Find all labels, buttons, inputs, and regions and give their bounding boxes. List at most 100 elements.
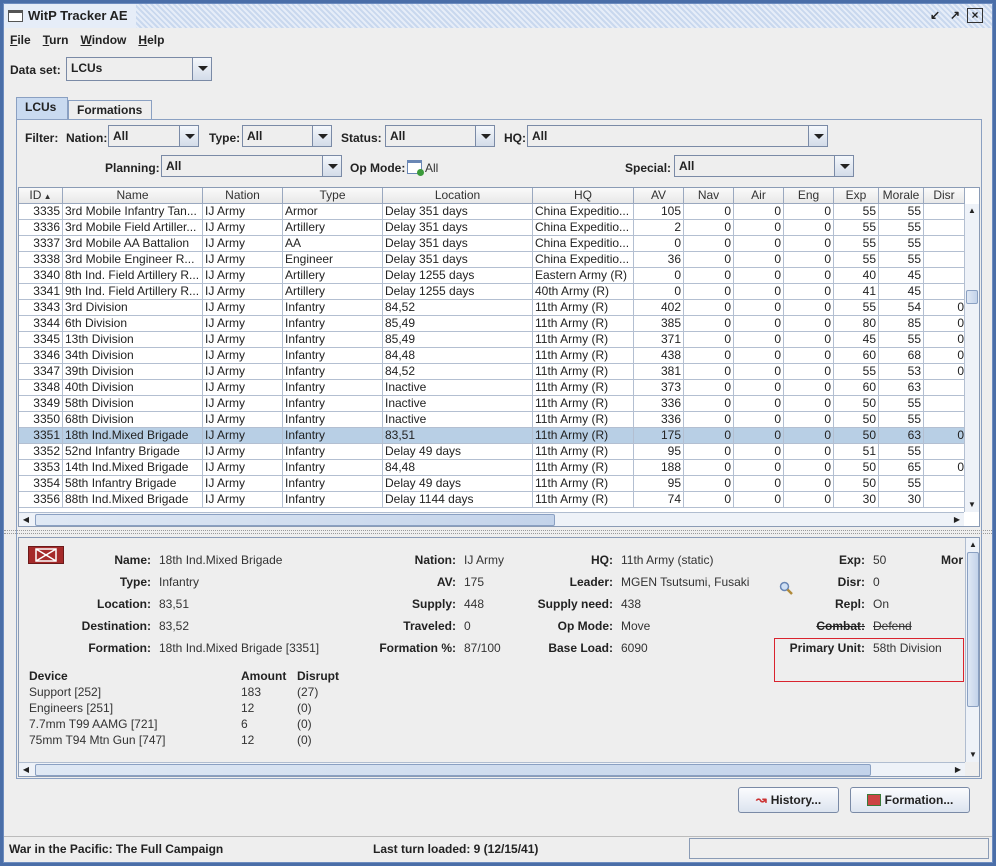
table-cell-morale[interactable]: 55 xyxy=(879,252,924,268)
table-cell-location[interactable]: Inactive xyxy=(383,412,533,428)
table-cell-nation[interactable]: IJ Army xyxy=(203,492,283,508)
table-cell-name[interactable]: 14th Ind.Mixed Brigade xyxy=(63,460,203,476)
minimize-icon[interactable]: ↙ xyxy=(929,8,941,22)
history-button[interactable]: ↝ History... xyxy=(738,787,839,813)
table-cell-av[interactable]: 381 xyxy=(634,364,684,380)
table-cell-location[interactable]: Delay 351 days xyxy=(383,236,533,252)
hq-select[interactable]: All xyxy=(527,125,828,147)
table-cell-id[interactable]: 3352 xyxy=(19,444,63,460)
table-cell-id[interactable]: 3350 xyxy=(19,412,63,428)
table-cell-exp[interactable]: 30 xyxy=(834,492,879,508)
table-cell-id[interactable]: 3354 xyxy=(19,476,63,492)
scroll-thumb[interactable] xyxy=(966,290,978,304)
table-cell-nation[interactable]: IJ Army xyxy=(203,252,283,268)
table-cell-id[interactable]: 3346 xyxy=(19,348,63,364)
table-cell-morale[interactable]: 30 xyxy=(879,492,924,508)
table-cell-hq[interactable]: 11th Army (R) xyxy=(533,348,634,364)
table-cell-location[interactable]: Delay 1255 days xyxy=(383,268,533,284)
table-cell-type[interactable]: Infantry xyxy=(283,364,383,380)
column-header-name[interactable]: Name xyxy=(63,188,203,204)
table-cell-exp[interactable]: 55 xyxy=(834,252,879,268)
table-cell-id[interactable]: 3345 xyxy=(19,332,63,348)
table-cell-morale[interactable]: 45 xyxy=(879,268,924,284)
table-cell-nation[interactable]: IJ Army xyxy=(203,284,283,300)
table-cell-nav[interactable]: 0 xyxy=(684,252,734,268)
table-cell-id[interactable]: 3351 xyxy=(19,428,63,444)
table-cell-exp[interactable]: 55 xyxy=(834,364,879,380)
table-cell-air[interactable]: 0 xyxy=(734,236,784,252)
table-cell-av[interactable]: 74 xyxy=(634,492,684,508)
special-select[interactable]: All xyxy=(674,155,854,177)
planning-select[interactable]: All xyxy=(161,155,342,177)
table-vertical-scrollbar[interactable]: ▲ ▼ xyxy=(964,204,979,512)
table-cell-av[interactable]: 0 xyxy=(634,236,684,252)
table-cell-name[interactable]: 6th Division xyxy=(63,316,203,332)
table-cell-disr[interactable] xyxy=(924,204,965,220)
table-cell-type[interactable]: Infantry xyxy=(283,444,383,460)
table-cell-id[interactable]: 3348 xyxy=(19,380,63,396)
close-icon[interactable]: × xyxy=(967,8,983,23)
table-cell-nav[interactable]: 0 xyxy=(684,444,734,460)
table-cell-nav[interactable]: 0 xyxy=(684,268,734,284)
type-select[interactable]: All xyxy=(242,125,332,147)
table-cell-eng[interactable]: 0 xyxy=(784,364,834,380)
table-cell-eng[interactable]: 0 xyxy=(784,348,834,364)
table-cell-disr[interactable]: 0 xyxy=(924,332,965,348)
column-header-exp[interactable]: Exp xyxy=(834,188,879,204)
table-cell-av[interactable]: 371 xyxy=(634,332,684,348)
table-cell-name[interactable]: 52nd Infantry Brigade xyxy=(63,444,203,460)
table-cell-location[interactable]: Delay 1144 days xyxy=(383,492,533,508)
table-cell-av[interactable]: 336 xyxy=(634,396,684,412)
table-cell-morale[interactable]: 53 xyxy=(879,364,924,380)
table-cell-name[interactable]: 3rd Mobile Engineer R... xyxy=(63,252,203,268)
table-cell-exp[interactable]: 55 xyxy=(834,220,879,236)
table-cell-nation[interactable]: IJ Army xyxy=(203,236,283,252)
table-cell-exp[interactable]: 50 xyxy=(834,428,879,444)
table-cell-disr[interactable] xyxy=(924,236,965,252)
table-cell-air[interactable]: 0 xyxy=(734,300,784,316)
table-cell-disr[interactable] xyxy=(924,492,965,508)
table-cell-name[interactable]: 58th Division xyxy=(63,396,203,412)
table-cell-air[interactable]: 0 xyxy=(734,428,784,444)
table-cell-name[interactable]: 18th Ind.Mixed Brigade xyxy=(63,428,203,444)
table-cell-name[interactable]: 3rd Mobile AA Battalion xyxy=(63,236,203,252)
table-cell-disr[interactable]: 0 xyxy=(924,316,965,332)
table-cell-name[interactable]: 58th Infantry Brigade xyxy=(63,476,203,492)
table-cell-type[interactable]: Infantry xyxy=(283,428,383,444)
table-cell-disr[interactable]: 0 xyxy=(924,364,965,380)
table-cell-exp[interactable]: 50 xyxy=(834,460,879,476)
table-cell-exp[interactable]: 55 xyxy=(834,204,879,220)
table-cell-disr[interactable] xyxy=(924,284,965,300)
table-cell-type[interactable]: Infantry xyxy=(283,300,383,316)
table-cell-air[interactable]: 0 xyxy=(734,204,784,220)
nation-select[interactable]: All xyxy=(108,125,199,147)
table-cell-id[interactable]: 3337 xyxy=(19,236,63,252)
table-cell-location[interactable]: 84,48 xyxy=(383,348,533,364)
table-cell-morale[interactable]: 55 xyxy=(879,476,924,492)
table-cell-nation[interactable]: IJ Army xyxy=(203,476,283,492)
tab-lcus[interactable]: LCUs xyxy=(16,97,68,120)
menu-item[interactable]: File xyxy=(10,33,31,47)
table-cell-exp[interactable]: 60 xyxy=(834,348,879,364)
table-cell-hq[interactable]: 40th Army (R) xyxy=(533,284,634,300)
table-cell-id[interactable]: 3343 xyxy=(19,300,63,316)
table-cell-av[interactable]: 385 xyxy=(634,316,684,332)
scroll-left-icon[interactable]: ◀ xyxy=(22,765,30,774)
table-cell-air[interactable]: 0 xyxy=(734,492,784,508)
table-cell-morale[interactable]: 55 xyxy=(879,220,924,236)
table-cell-location[interactable]: Delay 351 days xyxy=(383,204,533,220)
table-cell-hq[interactable]: 11th Army (R) xyxy=(533,380,634,396)
magnifier-icon[interactable] xyxy=(779,581,793,595)
table-cell-type[interactable]: Engineer xyxy=(283,252,383,268)
table-cell-nation[interactable]: IJ Army xyxy=(203,268,283,284)
table-cell-morale[interactable]: 63 xyxy=(879,380,924,396)
table-cell-air[interactable]: 0 xyxy=(734,460,784,476)
table-cell-eng[interactable]: 0 xyxy=(784,284,834,300)
table-cell-disr[interactable] xyxy=(924,220,965,236)
table-cell-av[interactable]: 0 xyxy=(634,284,684,300)
scroll-right-icon[interactable]: ▶ xyxy=(954,765,962,774)
table-cell-location[interactable]: Delay 351 days xyxy=(383,220,533,236)
table-cell-hq[interactable]: China Expeditio... xyxy=(533,252,634,268)
table-cell-type[interactable]: Infantry xyxy=(283,380,383,396)
table-cell-air[interactable]: 0 xyxy=(734,284,784,300)
